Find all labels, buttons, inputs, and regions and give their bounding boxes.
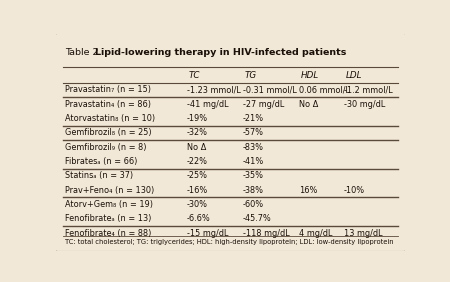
Text: Fenofibrateₐ (n = 13): Fenofibrateₐ (n = 13) [65, 214, 151, 223]
Text: -60%: -60% [243, 200, 264, 209]
Text: -6.6%: -6.6% [187, 214, 211, 223]
Text: -1.2 mmol/L: -1.2 mmol/L [344, 85, 393, 94]
Text: -25%: -25% [187, 171, 208, 180]
Text: Pravastatin₇ (n = 15): Pravastatin₇ (n = 15) [65, 85, 151, 94]
Text: Gemfibrozil₈ (n = 25): Gemfibrozil₈ (n = 25) [65, 128, 152, 137]
Text: Fenofibrate₄ (n = 88): Fenofibrate₄ (n = 88) [65, 229, 151, 238]
Text: 0.06 mmol/L: 0.06 mmol/L [299, 85, 350, 94]
Text: -32%: -32% [187, 128, 208, 137]
Text: -22%: -22% [187, 157, 208, 166]
Text: Prav+Feno₄ (n = 130): Prav+Feno₄ (n = 130) [65, 186, 154, 195]
Text: -118 mg/dL: -118 mg/dL [243, 229, 290, 238]
Text: -27 mg/dL: -27 mg/dL [243, 100, 284, 109]
Text: No Δ: No Δ [187, 143, 206, 152]
Text: -57%: -57% [243, 128, 264, 137]
Text: 16%: 16% [299, 186, 317, 195]
Text: -45.7%: -45.7% [243, 214, 272, 223]
Text: Lipid-lowering therapy in HIV-infected patients: Lipid-lowering therapy in HIV-infected p… [94, 48, 346, 57]
Text: TC: total cholesterol; TG: triglycerides; HDL: high-density lipoprotein; LDL: lo: TC: total cholesterol; TG: triglycerides… [65, 239, 394, 245]
Text: Atorvastatin₈ (n = 10): Atorvastatin₈ (n = 10) [65, 114, 155, 123]
Text: Statinsₐ (n = 37): Statinsₐ (n = 37) [65, 171, 133, 180]
Text: -10%: -10% [344, 186, 365, 195]
Text: -35%: -35% [243, 171, 264, 180]
Text: TC: TC [189, 70, 200, 80]
Text: No Δ: No Δ [299, 100, 318, 109]
Text: Gemfibrozil₉ (n = 8): Gemfibrozil₉ (n = 8) [65, 143, 146, 152]
Text: 4 mg/dL: 4 mg/dL [299, 229, 332, 238]
Text: TG: TG [245, 70, 256, 80]
Text: -1.23 mmol/L: -1.23 mmol/L [187, 85, 241, 94]
Text: LDL: LDL [346, 70, 362, 80]
Text: 13 mg/dL: 13 mg/dL [344, 229, 382, 238]
Text: -38%: -38% [243, 186, 264, 195]
Text: Table 2.: Table 2. [65, 48, 108, 57]
Text: -41 mg/dL: -41 mg/dL [187, 100, 229, 109]
Text: HDL: HDL [301, 70, 319, 80]
Text: -83%: -83% [243, 143, 264, 152]
Text: Atorv+Gem₈ (n = 19): Atorv+Gem₈ (n = 19) [65, 200, 153, 209]
Text: -21%: -21% [243, 114, 264, 123]
Text: -15 mg/dL: -15 mg/dL [187, 229, 229, 238]
FancyBboxPatch shape [55, 33, 406, 252]
Text: Fibratesₐ (n = 66): Fibratesₐ (n = 66) [65, 157, 137, 166]
Text: -41%: -41% [243, 157, 264, 166]
Text: -30 mg/dL: -30 mg/dL [344, 100, 385, 109]
Text: -30%: -30% [187, 200, 208, 209]
Text: -16%: -16% [187, 186, 208, 195]
Text: -0.31 mmol/L: -0.31 mmol/L [243, 85, 297, 94]
Text: Pravastatin₄ (n = 86): Pravastatin₄ (n = 86) [65, 100, 151, 109]
Text: -19%: -19% [187, 114, 208, 123]
